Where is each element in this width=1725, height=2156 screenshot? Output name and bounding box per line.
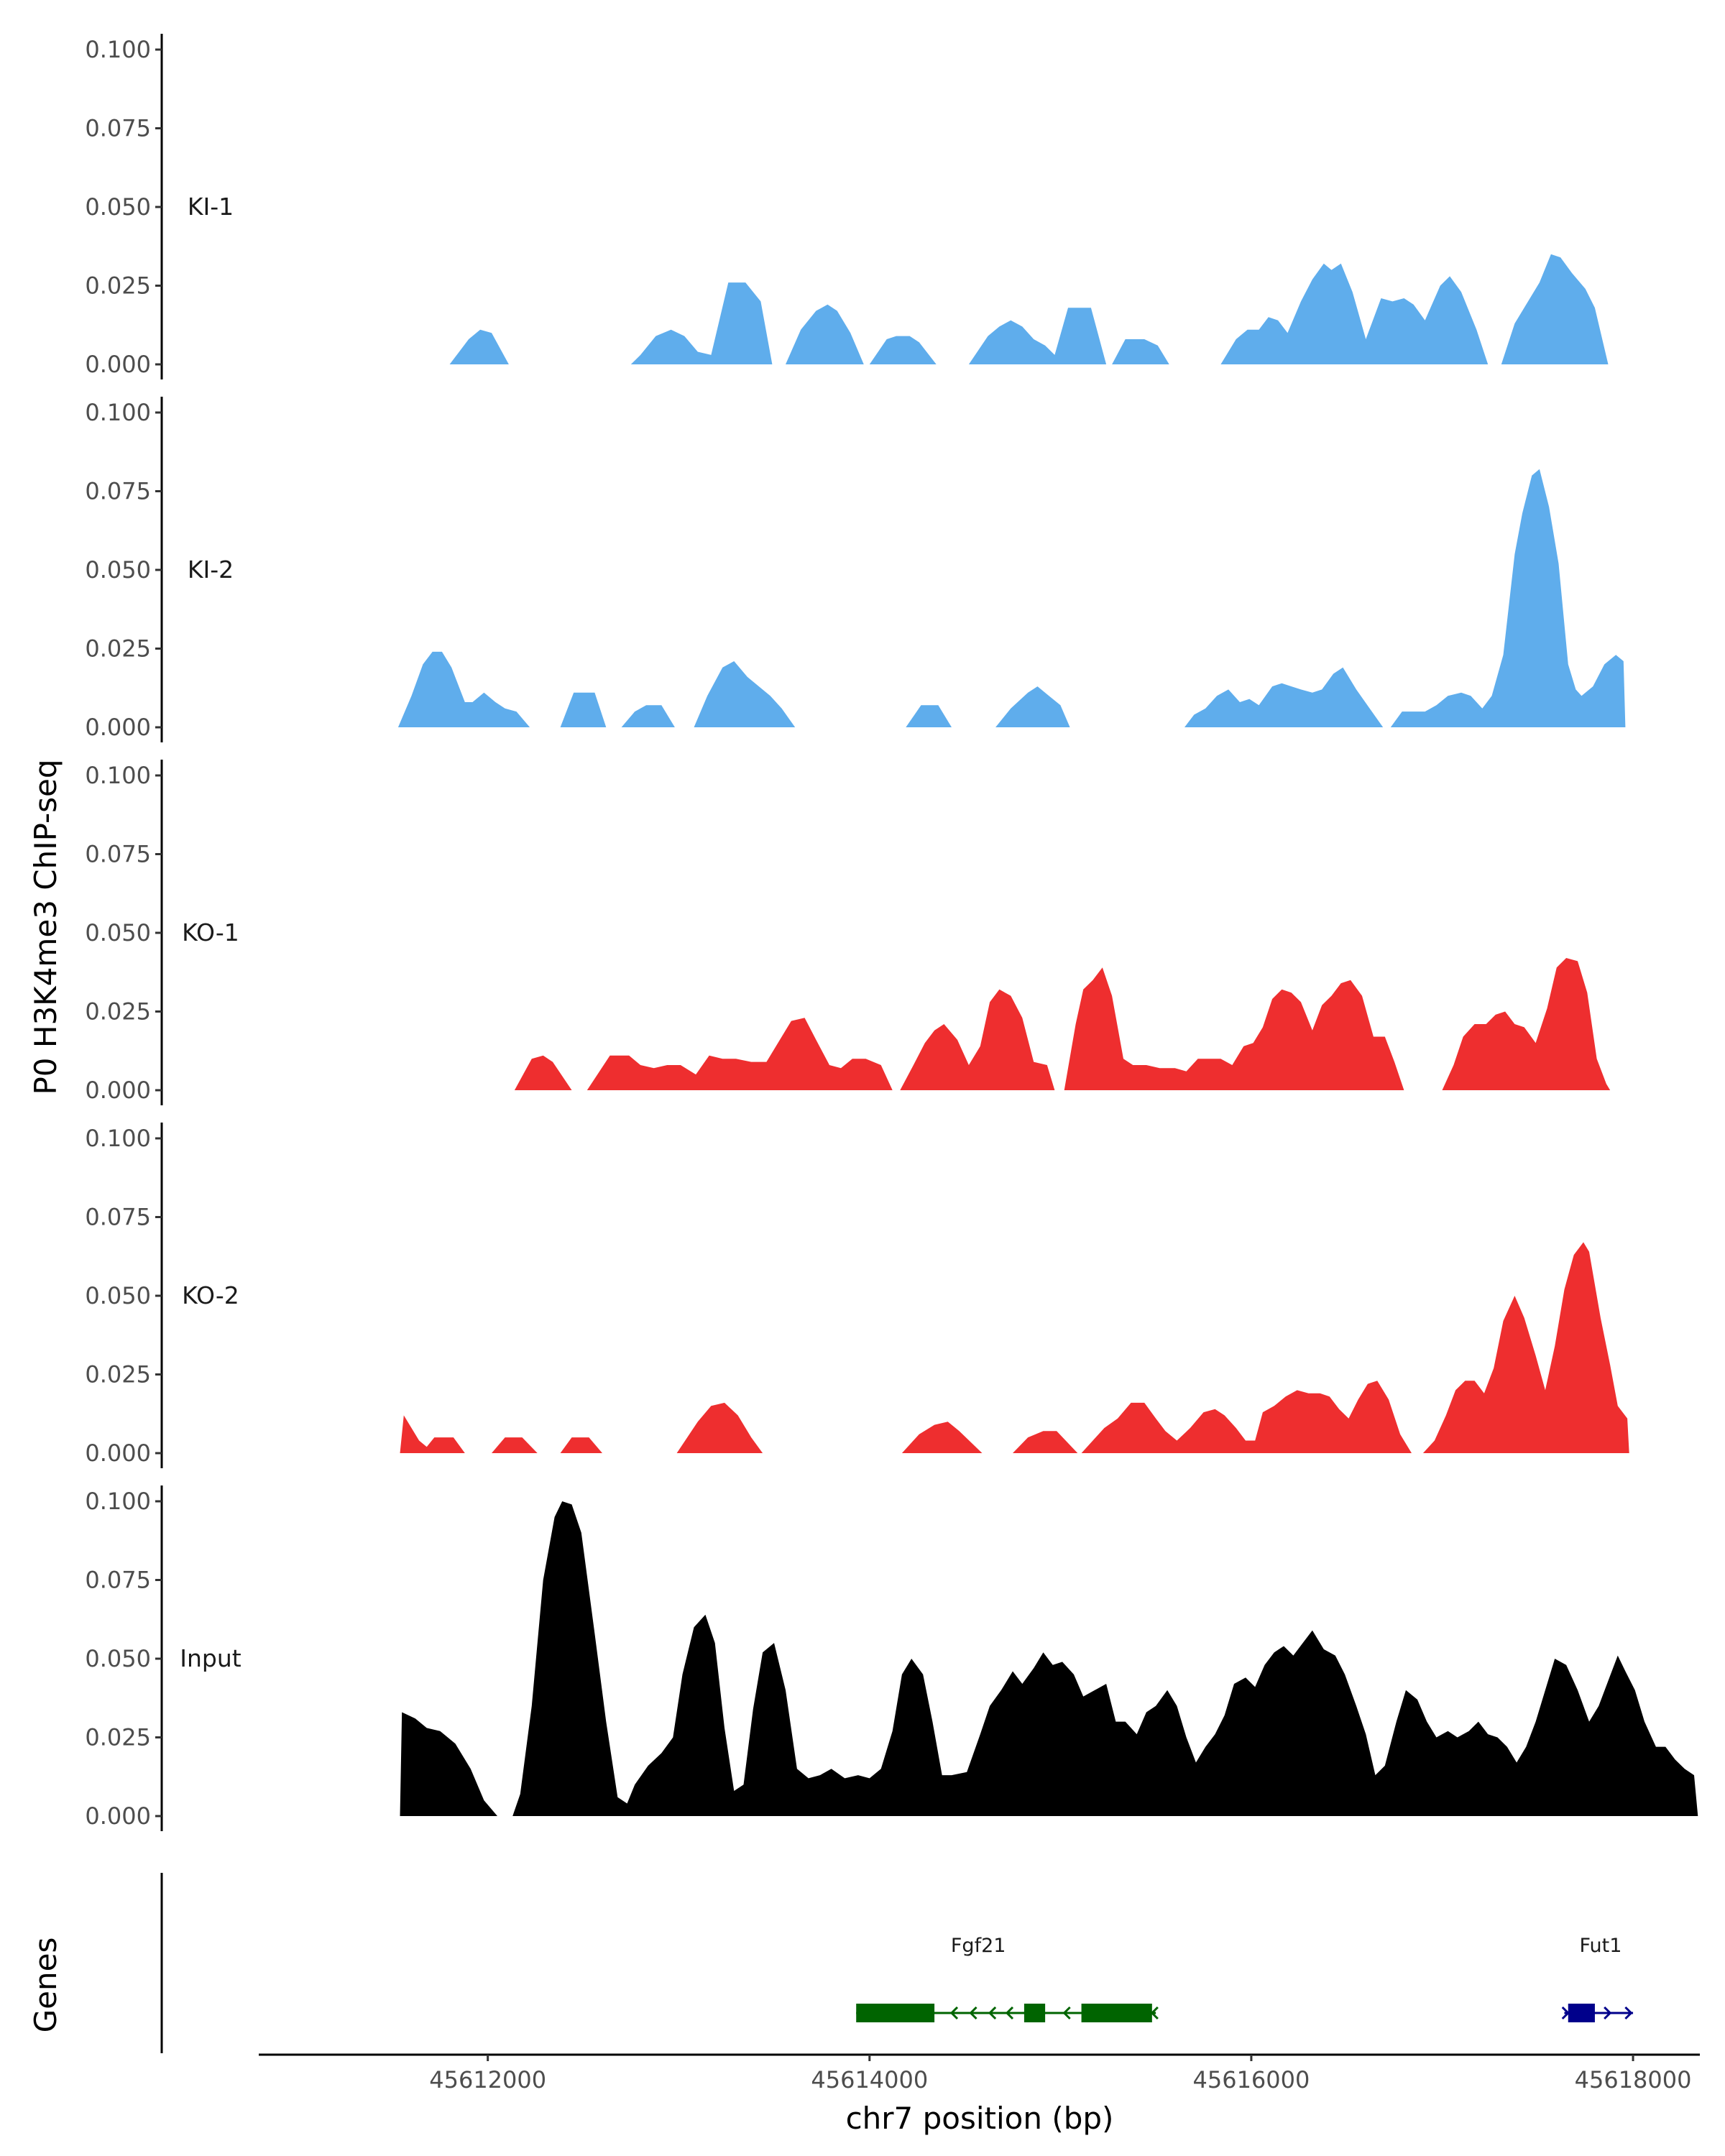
- signal-area-ki-1-3: [869, 336, 937, 364]
- track-panel-input: 0.000 0.025 0.050 0.075 0.100 Input: [85, 1485, 1698, 1831]
- signal-area-ko-1-1: [586, 1018, 893, 1090]
- exon-fgf21-0: [856, 2004, 935, 2022]
- signal-area-ki-1-4: [968, 308, 1107, 364]
- tracks-layer: 0.0000.0250.0500.0750.100KI-10.0000.0250…: [85, 34, 1698, 1831]
- signal-area-ko-1-4: [1442, 958, 1611, 1090]
- y-tick-label-ki-2-4: 0.100: [85, 399, 151, 426]
- track-panel-ki-2: 0.000 0.025 0.050 0.075 0.100 KI-2: [85, 397, 1626, 742]
- y-tick-label-ko-2-3: 0.075: [85, 1204, 151, 1231]
- strand-arrow-fgf21-0: [949, 2006, 959, 2020]
- y-tick-label-ko-1-3: 0.075: [85, 841, 151, 868]
- y-tick-label-ki-2-2: 0.050: [85, 556, 151, 584]
- signal-area-ki-2-0: [397, 651, 530, 727]
- gene-fut1: Fut1: [1561, 1935, 1634, 2022]
- y-tick-label-ko-2-4: 0.100: [85, 1125, 151, 1152]
- strand-arrow-fut1-0: [1561, 2006, 1570, 2020]
- x-axis-title: chr7 position (bp): [846, 2101, 1114, 2136]
- strand-arrow-fgf21-4: [1062, 2006, 1071, 2020]
- x-tick-label-2: 45616000: [1192, 2066, 1310, 2093]
- track-label-input: Input: [180, 1644, 242, 1672]
- x-axis: 45612000 45614000 45616000 45618000: [259, 2053, 1700, 2093]
- x-tick-label-3: 45618000: [1575, 2066, 1692, 2093]
- signal-area-ki-2-2: [621, 705, 675, 727]
- strand-arrow-fgf21-2: [988, 2006, 997, 2020]
- track-label-ki-1: KI-1: [188, 193, 234, 221]
- signal-area-ko-1-3: [1064, 967, 1404, 1090]
- y-tick-label-ko-1-0: 0.000: [85, 1077, 151, 1104]
- signal-area-ki-2-1: [560, 692, 607, 727]
- signal-area-ki-1-5: [1112, 339, 1169, 364]
- signal-area-ki-2-4: [906, 705, 952, 727]
- genes-panel: Fgf21 Fut1: [160, 1873, 1634, 2053]
- signal-area-ko-2-3: [676, 1402, 763, 1453]
- signal-area-ko-1-2: [900, 989, 1055, 1090]
- signal-area-ki-2-7: [1390, 469, 1626, 727]
- track-panel-ki-1: 0.000 0.025 0.050 0.075 0.100 KI-1: [85, 34, 1609, 379]
- y-tick-label-ko-1-2: 0.050: [85, 919, 151, 946]
- y-tick-label-ko-2-0: 0.000: [85, 1439, 151, 1467]
- track-label-ki-2: KI-2: [188, 556, 234, 584]
- track-panel-ko-1: 0.000 0.025 0.050 0.075 0.100 KO-1: [85, 760, 1611, 1105]
- gene-label-fgf21: Fgf21: [951, 1935, 1006, 1957]
- y-tick-label-ko-2-2: 0.050: [85, 1282, 151, 1309]
- signal-area-input-1: [512, 1501, 1698, 1816]
- gene-fgf21: Fgf21: [856, 1935, 1159, 2022]
- y-tick-label-ki-1-3: 0.075: [85, 115, 151, 142]
- exon-fgf21-2: [1081, 2004, 1152, 2022]
- signal-area-ki-1-7: [1501, 254, 1609, 364]
- track-label-ko-2: KO-2: [182, 1281, 239, 1309]
- signal-area-input-0: [400, 1712, 497, 1816]
- y-tick-label-ki-2-1: 0.025: [85, 635, 151, 663]
- y-tick-label-input-1: 0.025: [85, 1724, 151, 1751]
- strand-arrow-fgf21-1: [969, 2006, 978, 2020]
- y-tick-label-input-4: 0.100: [85, 1488, 151, 1515]
- signal-area-ki-1-6: [1220, 263, 1489, 364]
- signal-area-ko-2-7: [1422, 1242, 1629, 1453]
- y-tick-label-ki-2-3: 0.075: [85, 478, 151, 505]
- y-tick-label-ko-2-1: 0.025: [85, 1361, 151, 1388]
- y-tick-label-ko-1-1: 0.025: [85, 998, 151, 1026]
- signal-area-ki-2-6: [1184, 667, 1384, 727]
- strand-arrow-fut1-1: [1604, 2006, 1612, 2020]
- signal-area-ki-1-2: [786, 304, 864, 364]
- signal-area-ko-2-0: [400, 1415, 465, 1453]
- strand-arrow-fgf21-3: [1005, 2006, 1014, 2020]
- signal-area-ko-1-0: [514, 1055, 572, 1090]
- signal-area-ki-1-1: [630, 282, 773, 364]
- signal-area-ki-2-3: [694, 661, 796, 727]
- track-panel-ko-2: 0.000 0.025 0.050 0.075 0.100 KO-2: [85, 1123, 1629, 1468]
- signal-area-ko-2-1: [492, 1437, 538, 1453]
- signal-area-ki-2-5: [995, 686, 1070, 727]
- y-tick-label-input-3: 0.075: [85, 1567, 151, 1594]
- track-label-ko-1: KO-1: [182, 918, 239, 946]
- signal-area-ko-2-4: [901, 1422, 983, 1453]
- y-tick-label-input-0: 0.000: [85, 1802, 151, 1830]
- x-tick-label-1: 45614000: [811, 2066, 928, 2093]
- exon-fut1-0: [1568, 2004, 1595, 2022]
- strand-arrow-fgf21-5: [1150, 2006, 1159, 2020]
- y-axis-title: P0 H3K4me3 ChIP-seq: [28, 759, 63, 1095]
- strand-arrow-fut1-2: [1624, 2006, 1633, 2020]
- signal-area-ko-2-5: [1013, 1431, 1078, 1453]
- signal-area-ko-2-6: [1081, 1381, 1412, 1453]
- x-tick-label-0: 45612000: [429, 2066, 546, 2093]
- y-tick-label-ki-1-4: 0.100: [85, 36, 151, 63]
- y-tick-label-ko-1-4: 0.100: [85, 762, 151, 789]
- genes-axis-title: Genes: [28, 1938, 63, 2033]
- y-tick-label-ki-1-0: 0.000: [85, 351, 151, 378]
- gene-label-fut1: Fut1: [1579, 1935, 1622, 1957]
- signal-area-ki-1-0: [449, 329, 509, 364]
- exon-fgf21-1: [1024, 2004, 1046, 2022]
- y-tick-label-ki-1-2: 0.050: [85, 193, 151, 221]
- y-tick-label-input-2: 0.050: [85, 1645, 151, 1672]
- y-tick-label-ki-2-0: 0.000: [85, 714, 151, 741]
- y-tick-label-ki-1-1: 0.025: [85, 272, 151, 300]
- signal-area-ko-2-2: [560, 1437, 602, 1453]
